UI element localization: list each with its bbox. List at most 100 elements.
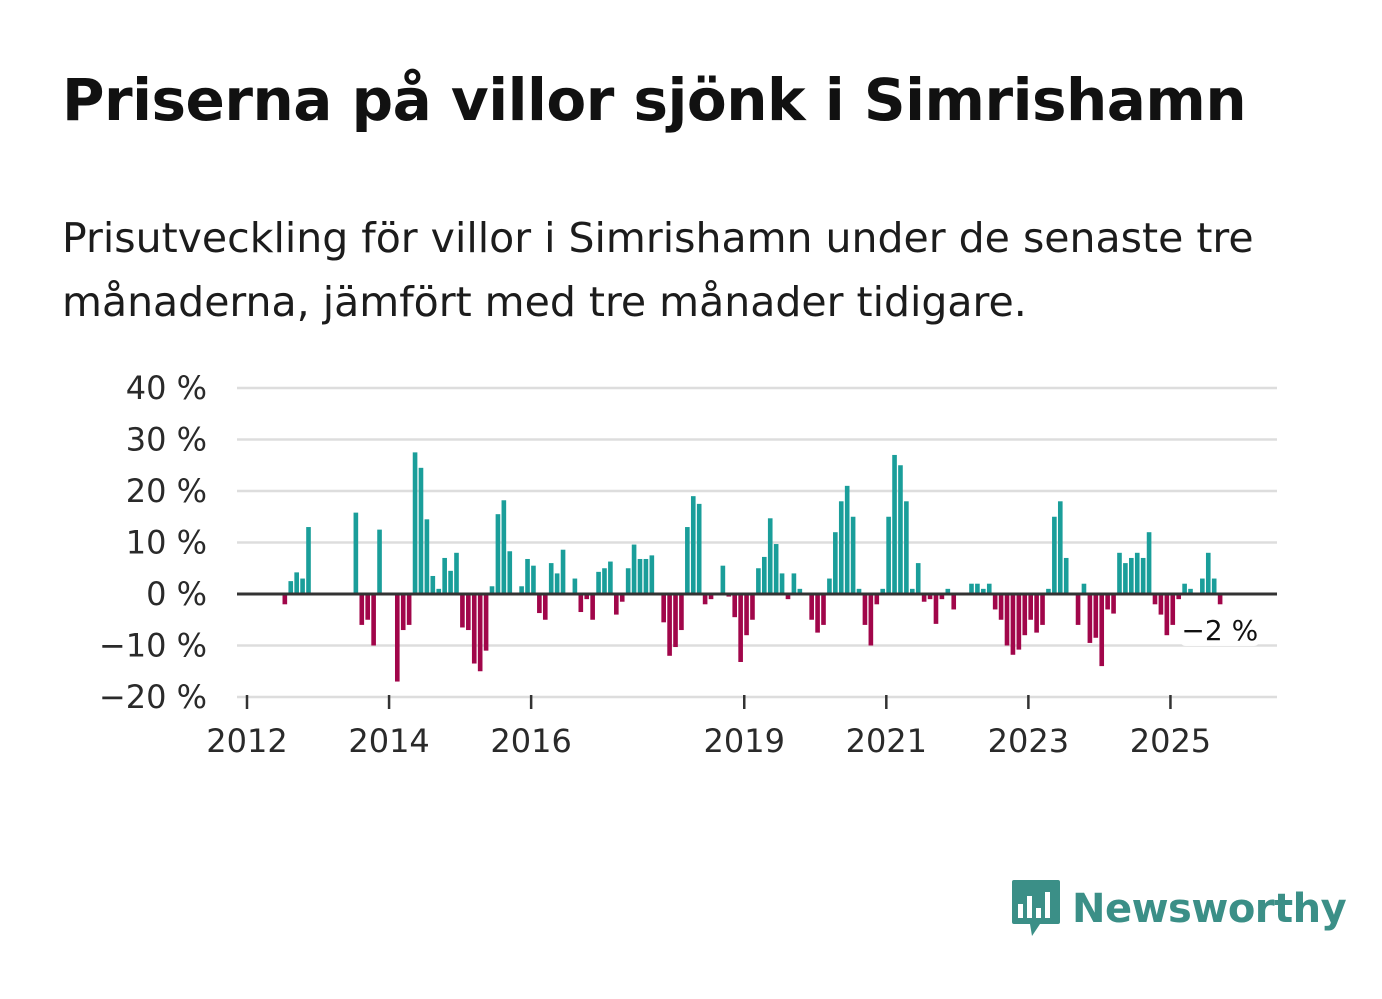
bar xyxy=(1205,552,1211,594)
bar xyxy=(779,573,785,594)
bar xyxy=(815,594,820,633)
bar xyxy=(643,558,649,594)
bar xyxy=(495,514,501,594)
bar xyxy=(696,503,702,594)
bar xyxy=(353,512,359,594)
bar xyxy=(1052,516,1057,594)
bar xyxy=(418,467,424,594)
bars xyxy=(282,452,1223,682)
bar xyxy=(596,571,601,594)
bar xyxy=(915,563,921,594)
bar xyxy=(1158,594,1164,615)
bar xyxy=(365,594,371,620)
bar xyxy=(542,594,548,620)
x-tick-label: 2021 xyxy=(846,722,927,760)
bar xyxy=(909,588,915,594)
bar xyxy=(767,518,773,594)
bar xyxy=(430,575,436,594)
bar xyxy=(1217,594,1223,605)
bar xyxy=(1123,563,1128,594)
bar xyxy=(821,594,826,625)
bar xyxy=(969,583,974,594)
bar xyxy=(1170,594,1176,625)
bar xyxy=(590,594,595,620)
annotation-background xyxy=(1179,614,1260,646)
bar xyxy=(951,594,957,610)
y-tick-label: −10 % xyxy=(99,627,207,665)
bar xyxy=(1182,583,1187,594)
bar xyxy=(424,519,430,594)
bar xyxy=(1057,501,1063,594)
bar xyxy=(377,529,382,594)
bar xyxy=(466,594,471,631)
bar xyxy=(880,588,886,594)
bar xyxy=(288,581,294,594)
bar xyxy=(921,594,927,602)
bar xyxy=(1010,594,1016,655)
bar xyxy=(471,594,477,664)
bar xyxy=(673,594,678,648)
bar xyxy=(945,588,951,594)
bar xyxy=(400,594,406,631)
bar xyxy=(975,583,980,594)
bar xyxy=(892,454,897,594)
bar xyxy=(1081,583,1087,594)
bar xyxy=(1117,552,1122,594)
bar xyxy=(738,594,743,662)
bar xyxy=(608,561,613,594)
bar xyxy=(501,500,507,594)
bar xyxy=(744,594,749,636)
x-tick-label: 2025 xyxy=(1130,722,1211,760)
bar xyxy=(762,556,767,594)
bar xyxy=(886,516,891,594)
bar xyxy=(667,594,672,656)
bar xyxy=(631,544,637,594)
bar xyxy=(359,594,365,625)
bar xyxy=(454,552,459,594)
bar xyxy=(927,594,933,600)
bar xyxy=(661,594,666,623)
bar xyxy=(394,594,400,682)
bar xyxy=(436,588,442,594)
bar xyxy=(1140,557,1146,594)
bar xyxy=(537,594,542,614)
bar xyxy=(838,501,844,594)
bar xyxy=(904,501,909,594)
x-tick-label: 2019 xyxy=(704,722,785,760)
bar xyxy=(679,594,684,631)
axes xyxy=(237,592,1277,709)
bar xyxy=(702,594,708,605)
bar xyxy=(1134,552,1140,594)
bar xyxy=(1093,594,1099,638)
x-tick-label: 2016 xyxy=(490,722,571,760)
bar xyxy=(442,557,447,594)
bar xyxy=(1022,594,1028,636)
newsworthy-logo[interactable]: Newsworthy xyxy=(1010,878,1347,940)
bar xyxy=(300,578,305,594)
bar xyxy=(1075,594,1081,625)
bar xyxy=(1046,588,1051,594)
bar xyxy=(625,568,631,594)
bar xyxy=(306,527,311,594)
bar xyxy=(1211,578,1217,594)
bar xyxy=(756,568,761,594)
bar xyxy=(933,594,939,624)
bar xyxy=(560,549,566,594)
bar xyxy=(460,594,465,628)
y-tick-label: 0 % xyxy=(146,575,207,613)
bar xyxy=(572,578,578,594)
bar xyxy=(690,496,696,594)
bar xyxy=(282,594,288,605)
gridlines xyxy=(237,386,1277,699)
y-tick-label: 20 % xyxy=(126,472,207,510)
bar xyxy=(998,594,1004,620)
bar xyxy=(981,588,986,594)
bar xyxy=(685,527,690,594)
bar xyxy=(584,594,590,600)
bar xyxy=(844,485,850,594)
bar xyxy=(1146,532,1152,594)
bar xyxy=(294,572,299,594)
bar xyxy=(986,583,992,594)
bar xyxy=(1129,557,1134,594)
bar xyxy=(1200,578,1205,594)
